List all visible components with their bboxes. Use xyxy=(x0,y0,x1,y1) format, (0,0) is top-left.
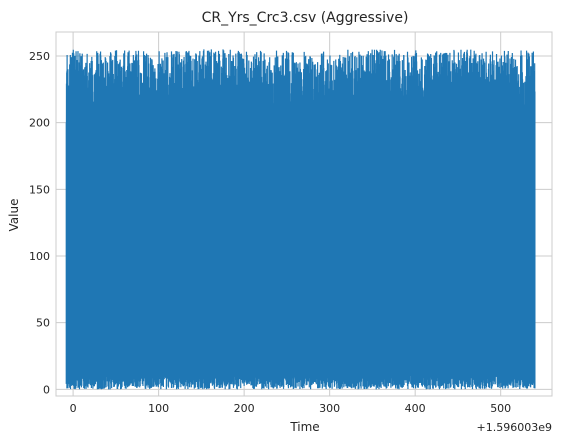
x-tick-label: 400 xyxy=(405,402,426,415)
x-axis-label: Time xyxy=(289,420,319,434)
chart-title: CR_Yrs_Crc3.csv (Aggressive) xyxy=(202,10,409,26)
y-tick-labels: 0 50 100 150 200 250 xyxy=(29,50,50,396)
x-tick-label: 0 xyxy=(70,402,77,415)
x-tick-label: 300 xyxy=(319,402,340,415)
x-tick-label: 200 xyxy=(234,402,255,415)
y-tick-label: 250 xyxy=(29,50,50,63)
series-path xyxy=(66,49,535,389)
y-axis-label: Value xyxy=(7,199,21,232)
series-line xyxy=(66,49,535,389)
x-offset-label: +1.596003e9 xyxy=(477,421,552,434)
y-tick-label: 0 xyxy=(43,383,50,396)
y-tick-label: 150 xyxy=(29,183,50,196)
y-tick-label: 100 xyxy=(29,250,50,263)
y-tick-label: 50 xyxy=(36,317,50,330)
x-tick-labels: 0 100 200 300 400 500 xyxy=(70,402,512,415)
y-tick-label: 200 xyxy=(29,117,50,130)
x-tick-label: 500 xyxy=(490,402,511,415)
x-tick-label: 100 xyxy=(148,402,169,415)
